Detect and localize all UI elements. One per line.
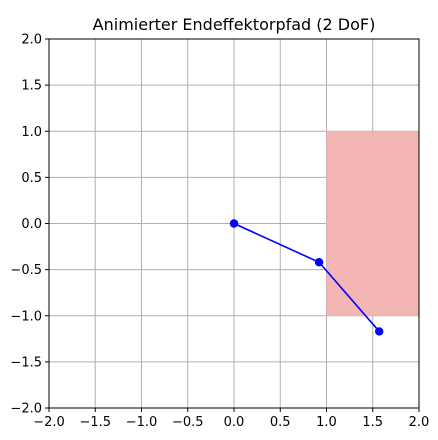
x-tick-label: 1.5 bbox=[362, 415, 383, 430]
x-tick-label: −2.0 bbox=[33, 415, 65, 430]
data-point bbox=[229, 219, 239, 228]
y-tick-label: 2.0 bbox=[21, 33, 42, 48]
target-region-layer bbox=[326, 131, 419, 316]
y-tick-label: −2.0 bbox=[10, 402, 42, 417]
series-layer bbox=[229, 219, 384, 336]
y-tick-label: 0.0 bbox=[21, 217, 42, 232]
data-point bbox=[314, 258, 324, 267]
x-tick-label: −1.5 bbox=[79, 415, 111, 430]
x-tick-label: 0.5 bbox=[270, 415, 291, 430]
x-tick-label: −0.5 bbox=[172, 415, 204, 430]
y-tick-label: −1.0 bbox=[10, 309, 42, 324]
x-tick-label: 1.0 bbox=[316, 415, 337, 430]
y-tick-label: −0.5 bbox=[10, 263, 42, 278]
y-tick-label: 0.5 bbox=[21, 171, 42, 186]
y-tick-label: 1.0 bbox=[21, 125, 42, 140]
chart-title: Animierter Endeffektorpfad (2 DoF) bbox=[93, 15, 376, 34]
x-tick-label: 0.0 bbox=[224, 415, 245, 430]
x-axis: −2.0 −1.5 −1.0 −0.5 0.0 0.5 1.0 1.5 2.0 bbox=[33, 408, 429, 430]
x-tick-label: 2.0 bbox=[409, 415, 430, 430]
x-tick-label: −1.0 bbox=[126, 415, 158, 430]
y-axis: −2.0 −1.5 −1.0 −0.5 0.0 0.5 1.0 1.5 2.0 bbox=[10, 33, 49, 417]
target-region bbox=[326, 131, 419, 316]
y-tick-label: −1.5 bbox=[10, 355, 42, 370]
data-point bbox=[375, 327, 384, 336]
y-tick-label: 1.5 bbox=[21, 79, 42, 94]
